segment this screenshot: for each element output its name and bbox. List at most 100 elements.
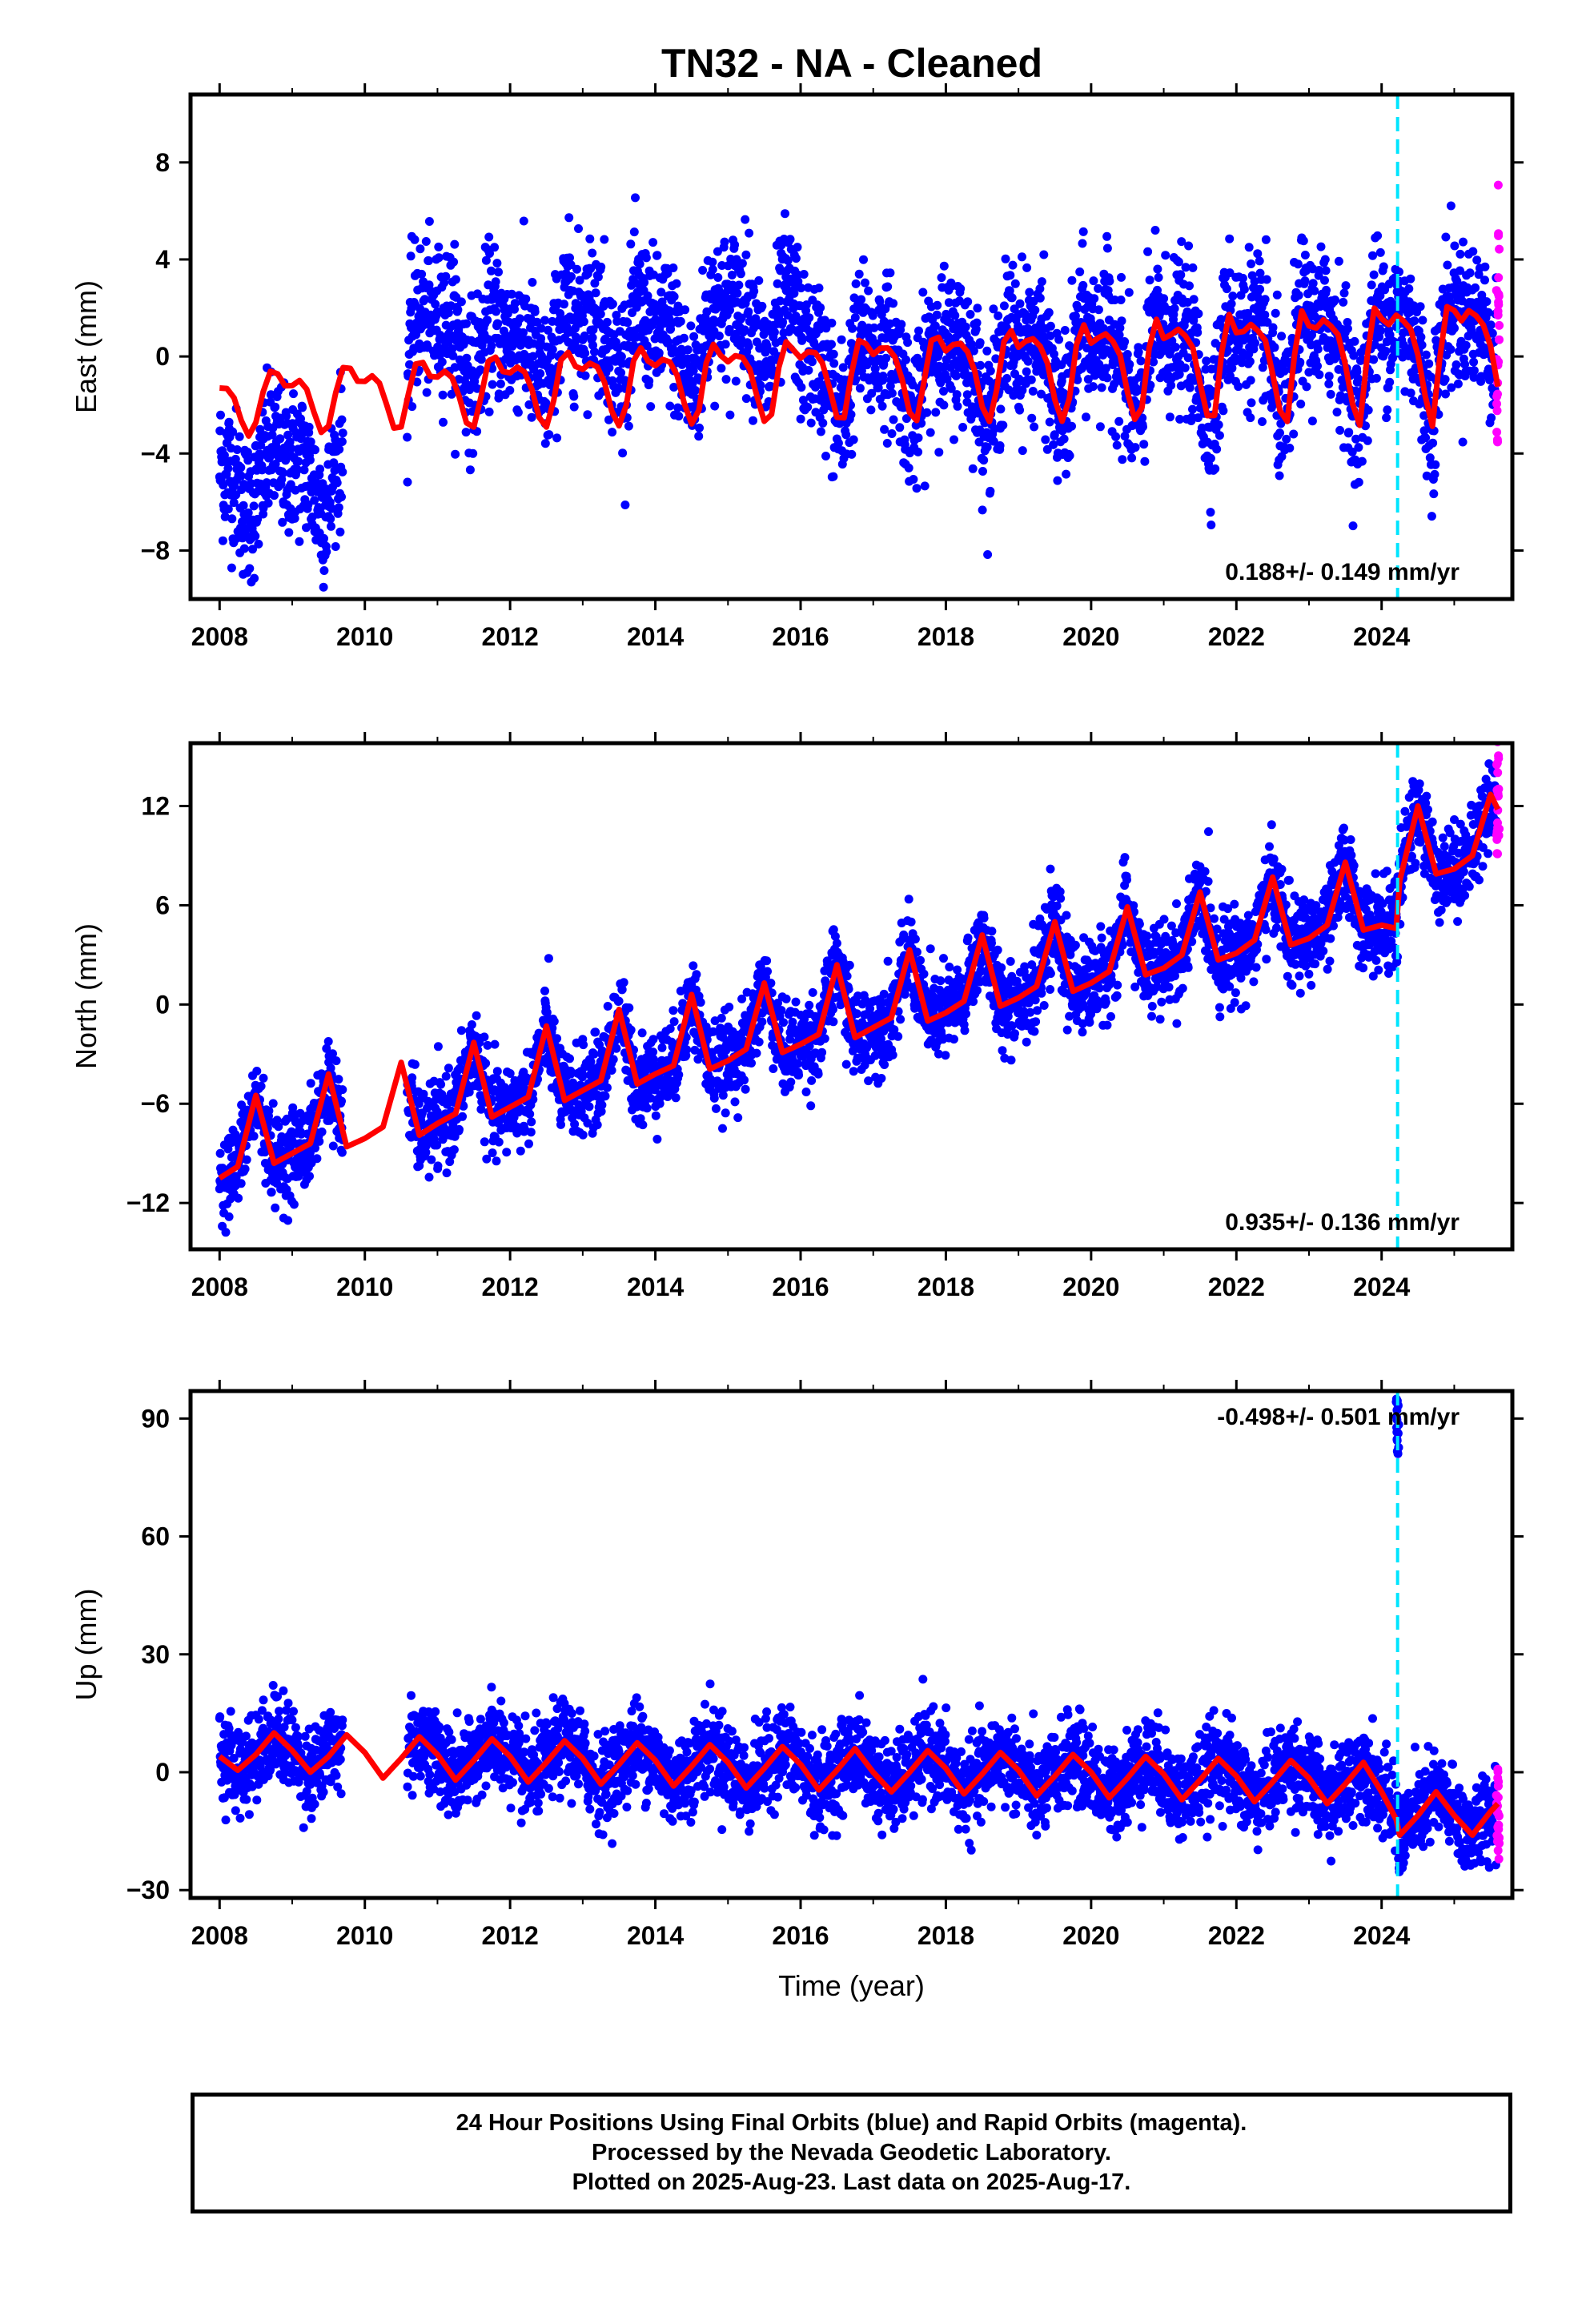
plot-frame (188, 92, 1515, 601)
data-point (775, 296, 785, 306)
data-point (741, 394, 751, 404)
data-point (1447, 383, 1456, 392)
data-point (312, 1154, 322, 1164)
data-point (855, 384, 865, 393)
data-point (1375, 291, 1385, 300)
data-point (526, 1128, 536, 1137)
data-point (1143, 247, 1153, 256)
data-point (799, 270, 809, 279)
data-point (849, 293, 859, 303)
data-point (223, 1144, 233, 1154)
data-point (1368, 251, 1377, 260)
data-point (1488, 328, 1497, 338)
data-point (749, 287, 759, 296)
data-point (1302, 382, 1311, 392)
data-point (1102, 243, 1112, 253)
data-point (651, 1111, 661, 1120)
data-point (1166, 380, 1176, 390)
data-point (982, 346, 992, 356)
data-point (713, 273, 723, 282)
data-point (591, 1027, 600, 1037)
data-point (985, 376, 994, 386)
data-point (1313, 361, 1322, 371)
data-point (544, 954, 553, 963)
data-point (1145, 275, 1154, 285)
data-point (1110, 296, 1119, 304)
data-point (560, 300, 568, 309)
rapid-point (1494, 273, 1504, 283)
data-point (544, 430, 554, 440)
data-point (516, 1146, 525, 1156)
data-point (612, 311, 621, 320)
data-point (1239, 284, 1249, 294)
data-point (880, 424, 889, 434)
data-point (641, 253, 651, 263)
data-point (228, 427, 238, 436)
x-tick-label: 2022 (1208, 622, 1265, 651)
data-point (1322, 285, 1331, 295)
data-point (584, 1102, 594, 1112)
data-point (1078, 227, 1088, 236)
data-point (683, 345, 693, 355)
rapid-point (1493, 307, 1503, 316)
data-point (1452, 276, 1462, 286)
data-point (1018, 446, 1027, 456)
data-point (877, 401, 887, 411)
data-point (310, 496, 319, 505)
data-point (1246, 376, 1255, 385)
data-point (1307, 330, 1316, 340)
data-point (1111, 432, 1121, 441)
data-point (315, 1136, 324, 1146)
data-point (1261, 235, 1271, 244)
data-point (612, 1043, 621, 1053)
x-tick-label: 2024 (1353, 622, 1410, 651)
data-point (1244, 243, 1254, 252)
data-point (298, 403, 307, 412)
data-point (821, 452, 830, 460)
data-point (334, 503, 343, 513)
data-point (727, 271, 737, 279)
data-point (572, 264, 581, 274)
data-point (920, 481, 930, 491)
data-point (1237, 358, 1247, 368)
data-point (1267, 403, 1276, 412)
data-point (1352, 367, 1362, 376)
data-point (827, 318, 837, 328)
data-point (597, 1100, 607, 1110)
data-point (578, 1130, 588, 1140)
y-tick-label: 0 (155, 342, 170, 371)
data-point (913, 353, 922, 363)
data-point (1088, 382, 1098, 392)
data-point (1022, 367, 1031, 376)
data-point (1270, 343, 1279, 352)
data-point (1255, 268, 1265, 278)
data-point (1212, 444, 1222, 454)
data-point (1136, 356, 1146, 366)
data-point (303, 500, 313, 509)
data-point (1376, 326, 1386, 336)
data-point (588, 248, 597, 258)
data-point (549, 1016, 559, 1026)
data-point (507, 289, 516, 299)
data-point (731, 376, 741, 386)
data-point (904, 463, 913, 472)
data-point (818, 418, 828, 428)
data-point (1102, 231, 1112, 241)
data-point (912, 484, 921, 493)
data-point (626, 239, 636, 249)
data-point (698, 266, 708, 275)
data-point (268, 1099, 278, 1108)
data-point (1238, 273, 1247, 283)
data-point (966, 310, 975, 319)
data-point (1363, 436, 1372, 445)
data-point (248, 545, 257, 554)
data-point (257, 465, 267, 475)
data-point (424, 1172, 434, 1182)
data-point (334, 1075, 343, 1084)
data-point (931, 408, 941, 417)
data-point (1421, 350, 1431, 360)
data-point (1030, 422, 1039, 432)
data-point (725, 324, 734, 334)
data-point (1127, 453, 1137, 463)
data-point (510, 299, 520, 308)
